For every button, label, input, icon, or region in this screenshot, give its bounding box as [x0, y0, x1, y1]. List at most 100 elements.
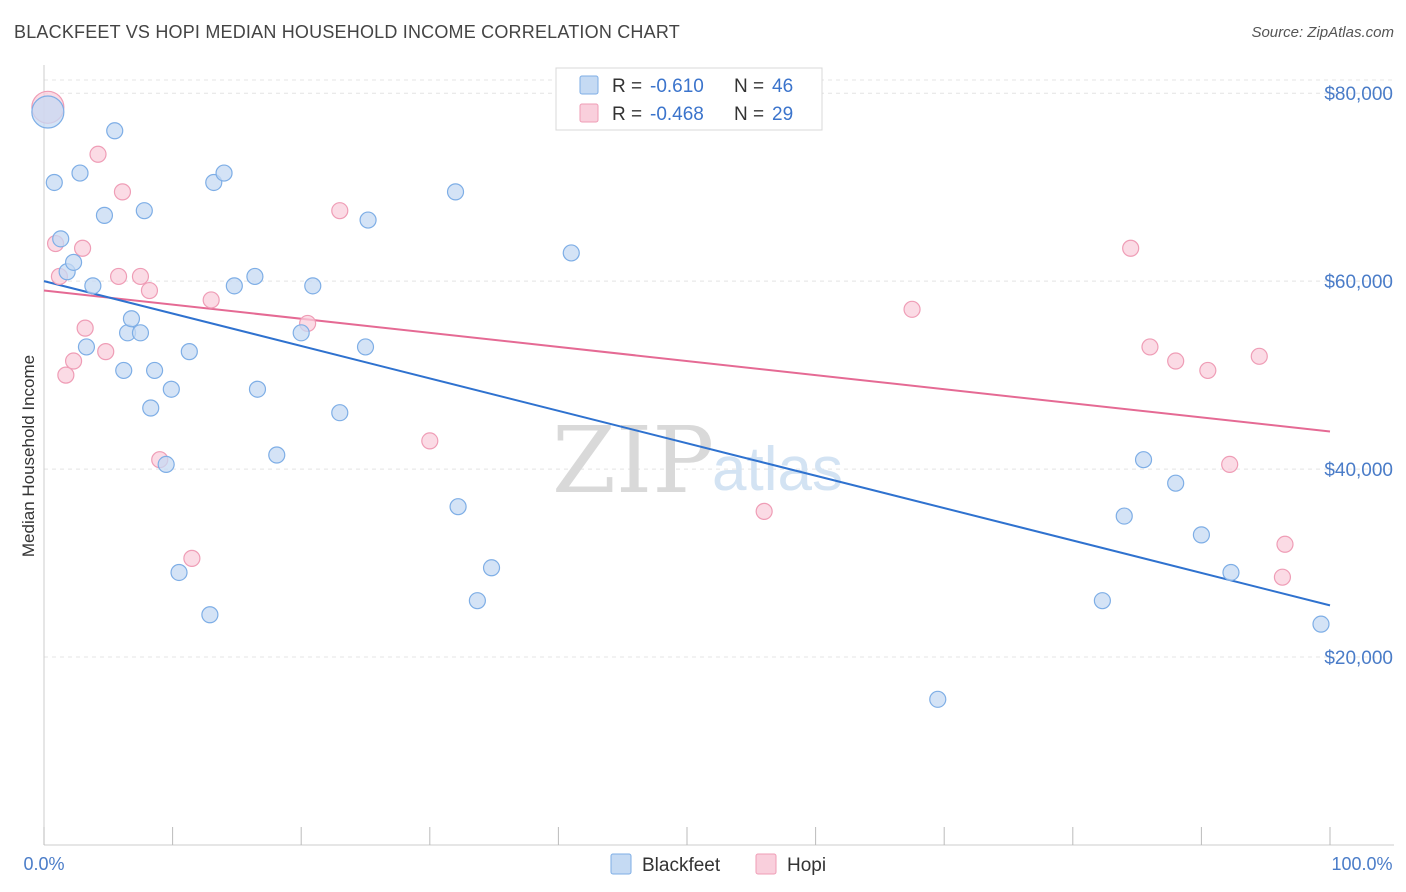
blackfeet-point — [1167, 474, 1185, 492]
hopi-trend-line — [43, 289, 1331, 433]
hopi-point — [421, 432, 439, 450]
hopi-point — [331, 202, 349, 220]
y-tick-label: $80,000 — [1324, 84, 1393, 105]
blackfeet-point — [71, 164, 89, 182]
blackfeet-trend-line — [43, 280, 1331, 607]
blackfeet-point — [142, 399, 160, 417]
blackfeet-point — [929, 690, 947, 708]
blackfeet-point — [135, 202, 153, 220]
hopi-point — [1141, 338, 1159, 356]
blackfeet-point — [1192, 526, 1211, 544]
legend-swatch-blackfeet — [579, 75, 599, 95]
blackfeet-point — [359, 211, 377, 229]
blackfeet-point — [215, 164, 233, 182]
legend-box: R = -0.610 N = 46 R = -0.468 N = 29 — [555, 67, 823, 131]
blackfeet-point — [292, 324, 310, 342]
legend-n-value-blackfeet: 46 — [772, 76, 793, 97]
blackfeet-point — [131, 324, 150, 342]
blackfeet-point — [122, 310, 141, 328]
bottom-legend-swatch-blackfeet — [610, 853, 632, 875]
blackfeet-point — [562, 244, 580, 262]
blackfeet-point — [446, 183, 465, 201]
legend-r-value-blackfeet: -0.610 — [650, 76, 704, 97]
x-tick-label-max: 100.0% — [1331, 854, 1392, 874]
y-tick-label: $40,000 — [1324, 460, 1393, 481]
blackfeet-point — [52, 230, 70, 248]
blackfeet-points — [31, 95, 1330, 708]
blackfeet-point — [1134, 451, 1153, 469]
y-tick-labels: $20,000 $40,000 $60,000 $80,000 — [1324, 84, 1393, 669]
blackfeet-point — [84, 277, 102, 295]
legend-r-value-hopi: -0.468 — [650, 104, 704, 125]
blackfeet-point — [225, 277, 243, 295]
blackfeet-point — [77, 338, 96, 356]
source-label: Source: ZipAtlas.com — [1251, 24, 1394, 41]
y-tick-label: $60,000 — [1324, 272, 1393, 293]
hopi-point — [131, 267, 150, 286]
hopi-point — [1276, 535, 1294, 553]
blackfeet-point — [331, 404, 349, 422]
blackfeet-point — [64, 253, 83, 271]
legend-n-value-hopi: 29 — [772, 104, 793, 125]
x-ticks — [43, 827, 1331, 845]
watermark-atlas: atlas — [712, 435, 843, 504]
blackfeet-point — [246, 267, 264, 286]
blackfeet-point — [468, 592, 486, 610]
blackfeet-point — [95, 206, 114, 224]
legend-r-label-hopi: R = — [612, 104, 642, 125]
hopi-point — [64, 352, 83, 370]
legend-n-label-blackfeet: N = — [734, 76, 764, 97]
blackfeet-point — [1093, 592, 1111, 610]
hopi-point — [183, 549, 201, 567]
hopi-point — [1221, 455, 1239, 473]
hopi-point — [1250, 347, 1268, 365]
blackfeet-point — [1312, 615, 1330, 633]
blackfeet-point — [304, 277, 322, 295]
bottom-legend-swatch-hopi — [755, 853, 777, 875]
blackfeet-point — [162, 380, 180, 398]
watermark-zip: ZIP — [552, 407, 714, 514]
hopi-point — [1273, 568, 1292, 586]
hopi-point — [903, 300, 921, 318]
hopi-point — [57, 366, 75, 384]
hopi-point — [1122, 239, 1140, 257]
hopi-point — [89, 145, 107, 163]
hopi-point — [1199, 361, 1217, 380]
hopi-point — [113, 183, 132, 201]
hopi-point — [109, 267, 128, 286]
trend-lines — [43, 280, 1331, 607]
blackfeet-point — [201, 606, 219, 624]
bottom-legend: Blackfeet Hopi — [610, 853, 826, 876]
axes — [43, 65, 1394, 846]
blackfeet-point — [45, 173, 63, 192]
blackfeet-point — [1115, 507, 1133, 525]
chart-title: BLACKFEET VS HOPI MEDIAN HOUSEHOLD INCOM… — [14, 22, 680, 42]
hopi-point — [76, 319, 94, 337]
x-tick-label-min: 0.0% — [23, 854, 64, 874]
blackfeet-point — [31, 95, 65, 129]
hopi-point — [140, 281, 159, 300]
blackfeet-point — [115, 361, 133, 380]
blackfeet-point — [356, 338, 375, 356]
blackfeet-point — [1222, 563, 1240, 582]
y-axis-label: Median Household Income — [19, 355, 38, 557]
hopi-point — [755, 502, 773, 520]
blackfeet-point — [248, 380, 267, 398]
bottom-legend-hopi: Hopi — [787, 855, 826, 876]
hopi-point — [202, 291, 220, 309]
bottom-legend-blackfeet: Blackfeet — [642, 855, 721, 876]
blackfeet-point — [180, 343, 198, 361]
hopi-point — [73, 239, 92, 257]
blackfeet-point — [449, 498, 467, 516]
blackfeet-point — [170, 563, 188, 582]
y-tick-label: $20,000 — [1324, 648, 1393, 669]
legend-r-label-blackfeet: R = — [612, 76, 642, 97]
blackfeet-point — [145, 361, 164, 380]
hopi-point — [97, 343, 115, 361]
blackfeet-point — [157, 455, 175, 473]
blackfeet-point — [482, 559, 501, 577]
legend-n-label-hopi: N = — [734, 104, 764, 125]
blackfeet-point — [106, 122, 124, 140]
blackfeet-point — [268, 446, 286, 464]
